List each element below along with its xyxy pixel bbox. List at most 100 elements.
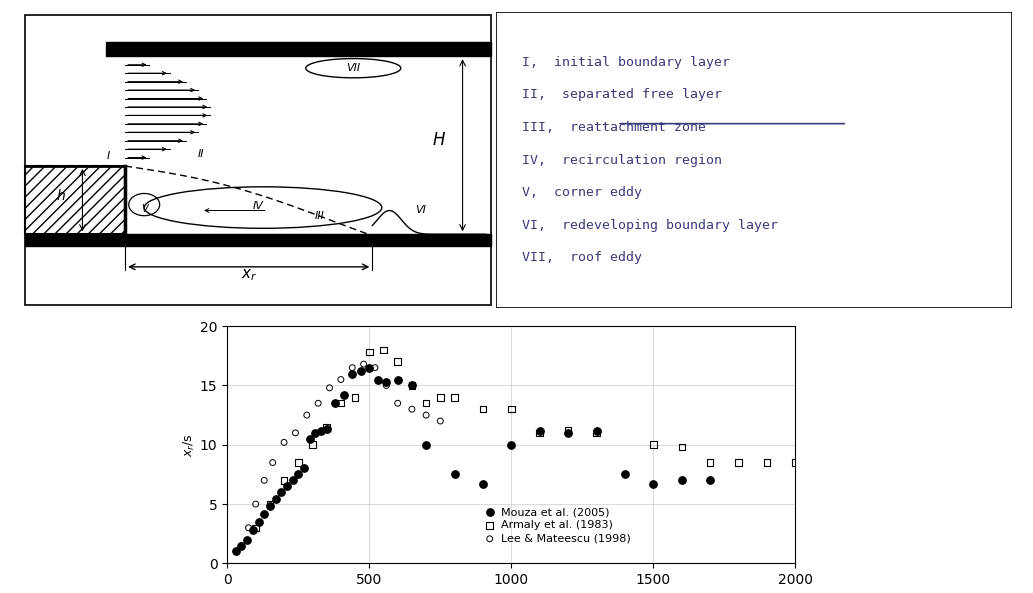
Mouza et al. (2005) — [284, 476, 301, 485]
Mouza et al. (2005) — [227, 547, 244, 556]
Armaly et al. (1983) — [758, 458, 775, 467]
Armaly et al. (1983) — [560, 426, 576, 435]
Lee & Mateescu (1998) — [432, 416, 448, 426]
Text: VII: VII — [346, 63, 361, 73]
Armaly et al. (1983) — [532, 428, 549, 438]
Mouza et al. (2005) — [362, 363, 378, 372]
Armaly et al. (1983) — [446, 393, 463, 402]
Armaly et al. (1983) — [290, 458, 307, 467]
Armaly et al. (1983) — [375, 345, 392, 355]
Lee & Mateescu (1998) — [417, 410, 435, 420]
Mouza et al. (2005) — [336, 390, 352, 400]
Mouza et al. (2005) — [239, 535, 255, 544]
Lee & Mateescu (1998) — [321, 383, 338, 393]
Legend: Mouza et al. (2005), Armaly et al. (1983), Lee & Mateescu (1998): Mouza et al. (2005), Armaly et al. (1983… — [480, 505, 633, 546]
Lee & Mateescu (1998) — [378, 381, 395, 390]
Mouza et al. (2005) — [589, 426, 605, 435]
Y-axis label: $x_r$/s: $x_r$/s — [182, 433, 197, 457]
Mouza et al. (2005) — [307, 428, 323, 438]
Lee & Mateescu (1998) — [404, 404, 420, 414]
Mouza et al. (2005) — [702, 476, 719, 485]
Mouza et al. (2005) — [245, 525, 261, 535]
Mouza et al. (2005) — [326, 398, 343, 408]
Lee & Mateescu (1998) — [344, 363, 361, 372]
Mouza et al. (2005) — [389, 375, 406, 384]
Mouza et al. (2005) — [404, 381, 420, 390]
Lee & Mateescu (1998) — [310, 398, 326, 408]
Armaly et al. (1983) — [787, 458, 804, 467]
Text: VII,  roof eddy: VII, roof eddy — [522, 251, 641, 264]
Lee & Mateescu (1998) — [264, 458, 281, 467]
Mouza et al. (2005) — [674, 476, 690, 485]
Lee & Mateescu (1998) — [287, 428, 304, 438]
Mouza et al. (2005) — [344, 369, 361, 378]
Armaly et al. (1983) — [261, 499, 278, 509]
Text: III: III — [315, 212, 325, 221]
Mouza et al. (2005) — [313, 426, 330, 435]
Mouza et al. (2005) — [233, 541, 250, 550]
Armaly et al. (1983) — [347, 393, 364, 402]
Armaly et al. (1983) — [589, 428, 605, 438]
Text: h: h — [57, 189, 65, 203]
Armaly et al. (1983) — [389, 357, 406, 366]
Armaly et al. (1983) — [432, 393, 448, 402]
Lee & Mateescu (1998) — [276, 438, 292, 447]
Mouza et al. (2005) — [532, 426, 549, 435]
Mouza et al. (2005) — [417, 440, 435, 449]
Text: IV: IV — [253, 201, 263, 211]
Polygon shape — [26, 166, 125, 234]
Mouza et al. (2005) — [378, 377, 395, 387]
Armaly et al. (1983) — [404, 381, 420, 390]
Armaly et al. (1983) — [475, 404, 492, 414]
Text: II,  separated free layer: II, separated free layer — [522, 88, 722, 101]
Mouza et al. (2005) — [645, 479, 661, 489]
Lee & Mateescu (1998) — [367, 363, 383, 372]
Armaly et al. (1983) — [417, 398, 435, 408]
Mouza et al. (2005) — [302, 434, 318, 444]
Armaly et al. (1983) — [702, 458, 719, 467]
Armaly et al. (1983) — [674, 442, 690, 452]
Text: VI: VI — [415, 206, 426, 215]
Armaly et al. (1983) — [503, 404, 520, 414]
Lee & Mateescu (1998) — [241, 523, 257, 533]
Mouza et al. (2005) — [352, 366, 369, 376]
Armaly et al. (1983) — [318, 422, 335, 432]
Lee & Mateescu (1998) — [333, 375, 349, 384]
Armaly et al. (1983) — [333, 398, 349, 408]
Mouza et al. (2005) — [617, 470, 633, 479]
Lee & Mateescu (1998) — [248, 499, 264, 509]
Mouza et al. (2005) — [250, 517, 267, 527]
Mouza et al. (2005) — [261, 502, 278, 511]
Text: III,  reattachment zone: III, reattachment zone — [522, 121, 706, 134]
Text: I: I — [107, 151, 111, 161]
Armaly et al. (1983) — [248, 523, 264, 533]
Mouza et al. (2005) — [279, 482, 295, 491]
Mouza et al. (2005) — [475, 479, 492, 489]
Armaly et al. (1983) — [305, 440, 321, 449]
Mouza et al. (2005) — [370, 375, 386, 384]
Mouza et al. (2005) — [318, 425, 335, 434]
Armaly et al. (1983) — [645, 440, 661, 449]
Mouza et al. (2005) — [256, 509, 273, 518]
Lee & Mateescu (1998) — [355, 359, 372, 369]
Mouza et al. (2005) — [268, 495, 284, 504]
Text: V,  corner eddy: V, corner eddy — [522, 186, 641, 199]
Text: II: II — [198, 149, 205, 159]
Armaly et al. (1983) — [730, 458, 747, 467]
Lee & Mateescu (1998) — [389, 398, 406, 408]
Text: V: V — [140, 204, 148, 214]
Lee & Mateescu (1998) — [256, 476, 273, 485]
Text: H: H — [433, 131, 445, 149]
Mouza et al. (2005) — [503, 440, 520, 449]
Mouza et al. (2005) — [560, 428, 576, 438]
Text: IV,  recirculation region: IV, recirculation region — [522, 154, 722, 167]
Mouza et al. (2005) — [446, 470, 463, 479]
Mouza et al. (2005) — [290, 470, 307, 479]
Armaly et al. (1983) — [276, 476, 292, 485]
Lee & Mateescu (1998) — [233, 541, 250, 550]
Armaly et al. (1983) — [362, 347, 378, 357]
Lee & Mateescu (1998) — [299, 410, 315, 420]
Text: I,  initial boundary layer: I, initial boundary layer — [522, 56, 729, 69]
Text: VI,  redeveloping boundary layer: VI, redeveloping boundary layer — [522, 219, 778, 232]
Text: $x_r$: $x_r$ — [241, 267, 257, 283]
